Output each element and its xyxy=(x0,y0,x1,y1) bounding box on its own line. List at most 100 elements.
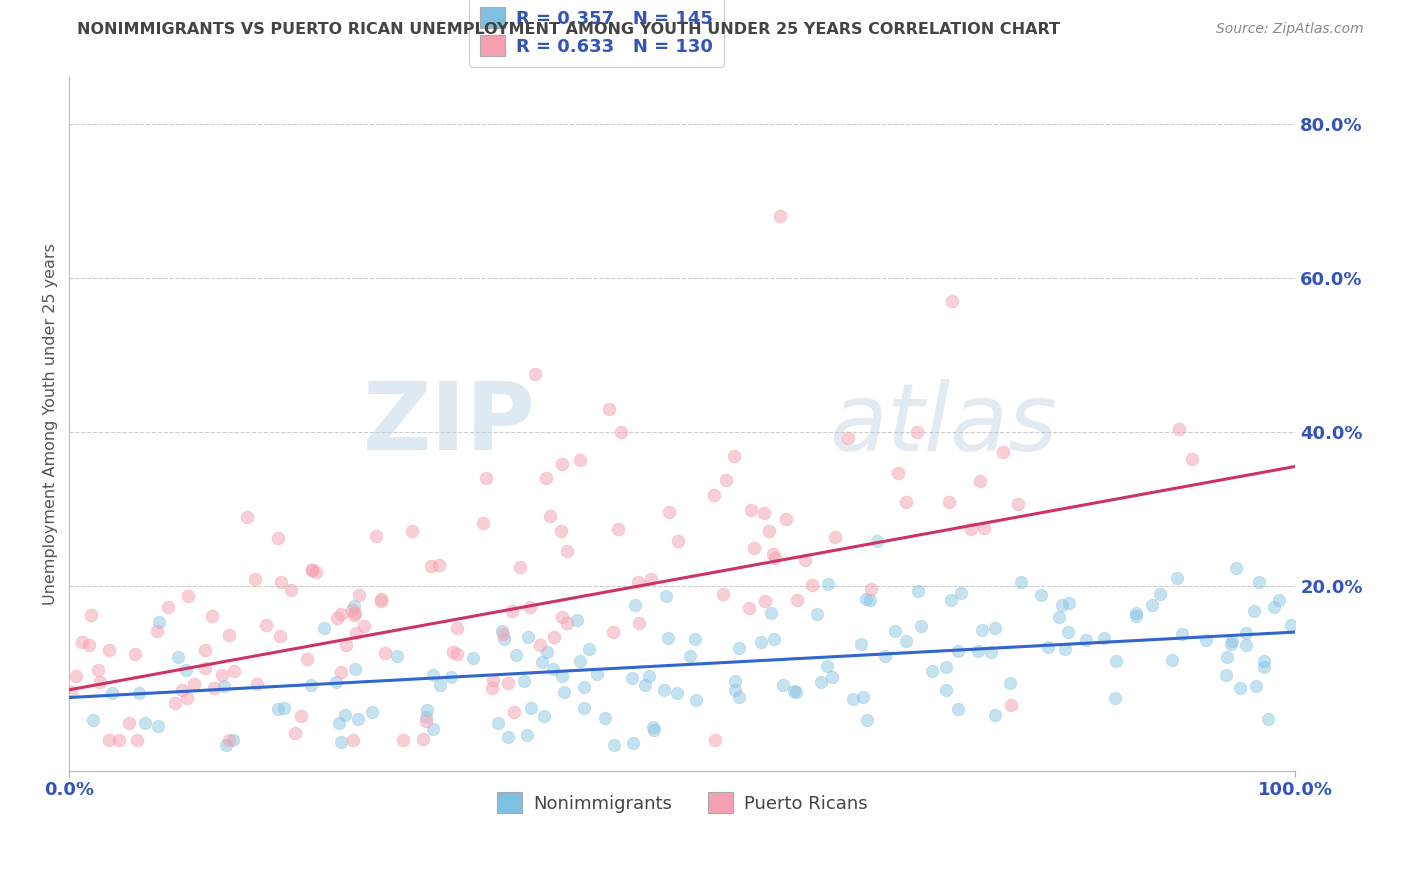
Point xyxy=(728,640,751,655)
Point xyxy=(627,616,650,631)
Point xyxy=(330,735,353,749)
Point xyxy=(703,488,725,502)
Point xyxy=(513,674,536,689)
Point xyxy=(415,714,437,728)
Point xyxy=(1036,640,1059,655)
Point xyxy=(572,701,595,715)
Point xyxy=(578,641,600,656)
Point xyxy=(1166,571,1188,585)
Point xyxy=(536,470,558,484)
Point xyxy=(1263,599,1285,614)
Point xyxy=(946,702,969,716)
Point xyxy=(214,679,236,693)
Point xyxy=(80,608,103,623)
Point xyxy=(194,643,217,657)
Point xyxy=(301,563,323,577)
Point xyxy=(347,712,370,726)
Point xyxy=(65,668,87,682)
Point xyxy=(728,690,751,705)
Point xyxy=(100,686,122,700)
Point xyxy=(842,692,865,706)
Point xyxy=(218,628,240,642)
Point xyxy=(416,703,439,717)
Point xyxy=(758,524,780,538)
Point xyxy=(124,647,146,661)
Point xyxy=(959,522,981,536)
Point xyxy=(1010,574,1032,589)
Point xyxy=(211,668,233,682)
Point xyxy=(907,584,929,599)
Point xyxy=(738,601,761,615)
Point xyxy=(769,209,792,223)
Point xyxy=(146,624,169,639)
Point xyxy=(624,598,647,612)
Point xyxy=(655,589,678,603)
Point xyxy=(269,629,291,643)
Point xyxy=(72,634,94,648)
Point xyxy=(910,618,932,632)
Point xyxy=(723,449,745,463)
Point xyxy=(254,618,277,632)
Point xyxy=(501,604,523,618)
Point xyxy=(1234,626,1257,640)
Point xyxy=(77,638,100,652)
Point xyxy=(245,572,267,586)
Text: ZIP: ZIP xyxy=(363,378,536,470)
Point xyxy=(716,473,738,487)
Point xyxy=(87,664,110,678)
Point xyxy=(817,577,839,591)
Point xyxy=(491,624,513,638)
Point xyxy=(366,528,388,542)
Point xyxy=(329,665,352,679)
Point xyxy=(1215,668,1237,682)
Point xyxy=(873,648,896,663)
Point xyxy=(492,626,515,640)
Point xyxy=(1253,654,1275,668)
Point xyxy=(1057,596,1080,610)
Point xyxy=(533,709,555,723)
Point xyxy=(344,606,367,620)
Point xyxy=(1149,586,1171,600)
Point xyxy=(1181,452,1204,467)
Point xyxy=(204,681,226,695)
Point xyxy=(486,715,509,730)
Point xyxy=(503,705,526,719)
Point xyxy=(492,632,515,646)
Text: atlas: atlas xyxy=(830,378,1057,469)
Point xyxy=(568,453,591,467)
Point xyxy=(821,670,844,684)
Point xyxy=(887,467,910,481)
Point xyxy=(385,649,408,664)
Point xyxy=(98,643,121,657)
Point xyxy=(772,678,794,692)
Point xyxy=(177,589,200,603)
Point xyxy=(794,552,817,566)
Point xyxy=(572,681,595,695)
Point xyxy=(921,664,943,678)
Point xyxy=(742,541,765,555)
Point xyxy=(859,582,882,596)
Point xyxy=(1229,681,1251,695)
Point xyxy=(621,736,644,750)
Point xyxy=(59,685,82,699)
Point xyxy=(1047,609,1070,624)
Point xyxy=(724,673,747,688)
Point xyxy=(222,732,245,747)
Point xyxy=(824,531,846,545)
Point xyxy=(643,723,665,737)
Point xyxy=(550,524,572,539)
Point xyxy=(505,648,527,662)
Point xyxy=(810,674,832,689)
Point xyxy=(983,621,1005,635)
Point xyxy=(440,670,463,684)
Point xyxy=(1053,641,1076,656)
Point xyxy=(1104,691,1126,706)
Point xyxy=(235,510,257,524)
Point xyxy=(711,586,734,600)
Point xyxy=(586,666,609,681)
Point xyxy=(856,713,879,727)
Point xyxy=(1050,599,1073,613)
Point xyxy=(627,575,650,590)
Point xyxy=(325,674,347,689)
Point xyxy=(218,732,240,747)
